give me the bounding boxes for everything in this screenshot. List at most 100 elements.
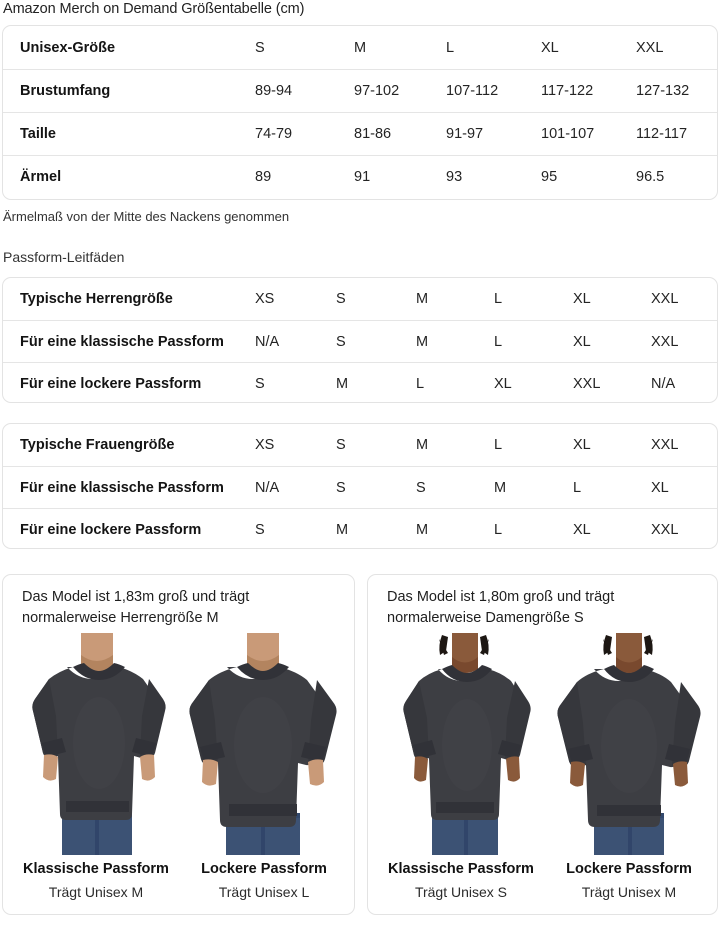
row-label-sleeve: Ärmel [20,169,62,185]
row-label-typical-mens-size: Typische Herrengröße [20,291,173,307]
model-women-relaxed-caption: Lockere Passform Trägt Unisex M [544,861,714,900]
cell-men-classic-3: M [416,333,429,350]
table-header-row: Unisex-Größe S M L XL XXL [3,26,717,69]
caption-wears: Trägt Unisex M [48,884,144,900]
model-women-classic-caption: Klassische Passform Trägt Unisex S [376,861,546,900]
column-header-s: S [255,39,265,56]
model-card-women: Das Model ist 1,80m groß und trägt norma… [367,574,718,915]
cell-men-typical-4: L [494,291,503,307]
row-label-unisex-size: Unisex-Größe [20,39,116,56]
sleeve-measurement-note: Ärmelmaß von der Mitte des Nackens genom… [3,209,290,224]
cell-women-relaxed-5: XL [573,521,591,538]
model-men-classic-caption: Klassische Passform Trägt Unisex M [11,861,181,900]
cell-women-classic-5: L [573,479,582,496]
cell-women-classic-1: N/A [255,479,280,496]
table-row: Für eine klassische Passform N/A S M L X… [3,320,717,362]
model-women-classic-fit-image [382,633,547,855]
cell-men-relaxed-3: L [416,375,425,392]
cell-chest-l: 107-112 [446,83,499,99]
cell-waist-xl: 101-107 [541,126,595,142]
cell-women-relaxed-6: XXL [651,521,679,538]
measurement-table: Unisex-Größe S M L XL XXL Brustumfang 89… [2,25,718,200]
cell-women-typical-4: L [494,437,503,453]
row-label-men-relaxed-fit: Für eine lockere Passform [20,375,202,392]
cell-men-classic-1: N/A [255,333,280,350]
table-row: Ärmel 89 91 93 95 96.5 [3,155,717,198]
cell-waist-m: 81-86 [354,126,392,142]
cell-chest-xxl: 127-132 [636,83,690,99]
model-women-figures [368,633,717,855]
cell-men-relaxed-2: M [336,375,349,392]
cell-women-typical-6: XXL [651,437,679,453]
model-card-men: Das Model ist 1,83m groß und trägt norma… [2,574,355,915]
cell-men-relaxed-1: S [255,375,265,392]
cell-men-classic-5: XL [573,333,591,350]
cell-women-relaxed-3: M [416,521,429,538]
model-men-heading: Das Model ist 1,83m groß und trägt norma… [22,589,250,626]
cell-chest-s: 89-94 [255,83,293,99]
cell-men-typical-5: XL [573,291,591,307]
caption-title: Lockere Passform [201,861,327,877]
cell-women-typical-1: XS [255,437,275,453]
row-label-waist: Taille [20,126,56,142]
caption-title: Lockere Passform [566,861,692,877]
cell-waist-xxl: 112-117 [636,126,688,142]
cell-women-typical-3: M [416,437,429,453]
cell-chest-m: 97-102 [354,83,400,99]
cell-women-relaxed-2: M [336,521,349,538]
cell-women-classic-6: XL [651,479,669,496]
column-header-m: M [354,39,367,56]
cell-men-classic-6: XXL [651,333,679,350]
cell-chest-xl: 117-122 [541,83,594,99]
cell-men-relaxed-4: XL [494,375,512,392]
row-label-chest: Brustumfang [20,83,111,99]
caption-wears: Trägt Unisex S [414,884,508,900]
cell-women-relaxed-4: L [494,521,503,538]
cell-men-classic-2: S [336,333,346,350]
cell-sleeve-m: 91 [354,169,371,185]
model-women-heading: Das Model ist 1,80m groß und trägt norma… [387,589,615,626]
cell-sleeve-xl: 95 [541,169,558,185]
caption-title: Klassische Passform [388,861,534,877]
column-header-xxl: XXL [636,39,664,56]
caption-wears: Trägt Unisex M [581,884,677,900]
cell-sleeve-s: 89 [255,169,272,185]
row-label-women-classic-fit: Für eine klassische Passform [20,479,224,496]
cell-women-typical-5: XL [573,437,591,453]
cell-waist-l: 91-97 [446,126,484,142]
table-row: Brustumfang 89-94 97-102 107-112 117-122… [3,69,717,112]
cell-women-typical-2: S [336,437,346,453]
model-men-relaxed-caption: Lockere Passform Trägt Unisex L [179,861,349,900]
cell-men-typical-2: S [336,291,346,307]
caption-wears: Trägt Unisex L [218,884,310,900]
fit-guide-table-women: Typische Frauengröße XS S M L XL XXL Für… [2,423,718,549]
cell-men-typical-6: XXL [651,291,679,307]
cell-women-classic-3: S [416,479,426,496]
caption-title: Klassische Passform [23,861,169,877]
table-row: Taille 74-79 81-86 91-97 101-107 112-117 [3,112,717,155]
model-women-relaxed-fit-image [546,633,711,855]
row-label-women-relaxed-fit: Für eine lockere Passform [20,521,202,538]
table-row: Typische Herrengröße XS S M L XL XXL [3,278,717,320]
fit-guides-heading: Passform-Leitfäden [3,249,125,265]
model-men-classic-fit-image [15,633,180,855]
row-label-typical-womens-size: Typische Frauengröße [20,437,175,453]
cell-sleeve-xxl: 96.5 [636,169,665,185]
cell-sleeve-l: 93 [446,169,463,185]
column-header-xl: XL [541,39,559,56]
cell-men-typical-3: M [416,291,429,307]
fit-guide-table-men: Typische Herrengröße XS S M L XL XXL Für… [2,277,718,403]
page-title: Amazon Merch on Demand Größentabelle (cm… [3,1,305,17]
table-row: Typische Frauengröße XS S M L XL XXL [3,424,717,466]
cell-men-classic-4: L [494,333,503,350]
cell-men-typical-1: XS [255,291,275,307]
cell-men-relaxed-6: N/A [651,375,676,392]
table-row: Für eine klassische Passform N/A S S M L… [3,466,717,508]
model-men-figures [3,633,354,855]
cell-men-relaxed-5: XXL [573,375,601,392]
table-row: Für eine lockere Passform S M M L XL XXL [3,508,717,550]
table-row: Für eine lockere Passform S M L XL XXL N… [3,362,717,404]
cell-women-relaxed-1: S [255,521,265,538]
model-men-relaxed-fit-image [181,633,346,855]
row-label-men-classic-fit: Für eine klassische Passform [20,333,224,350]
